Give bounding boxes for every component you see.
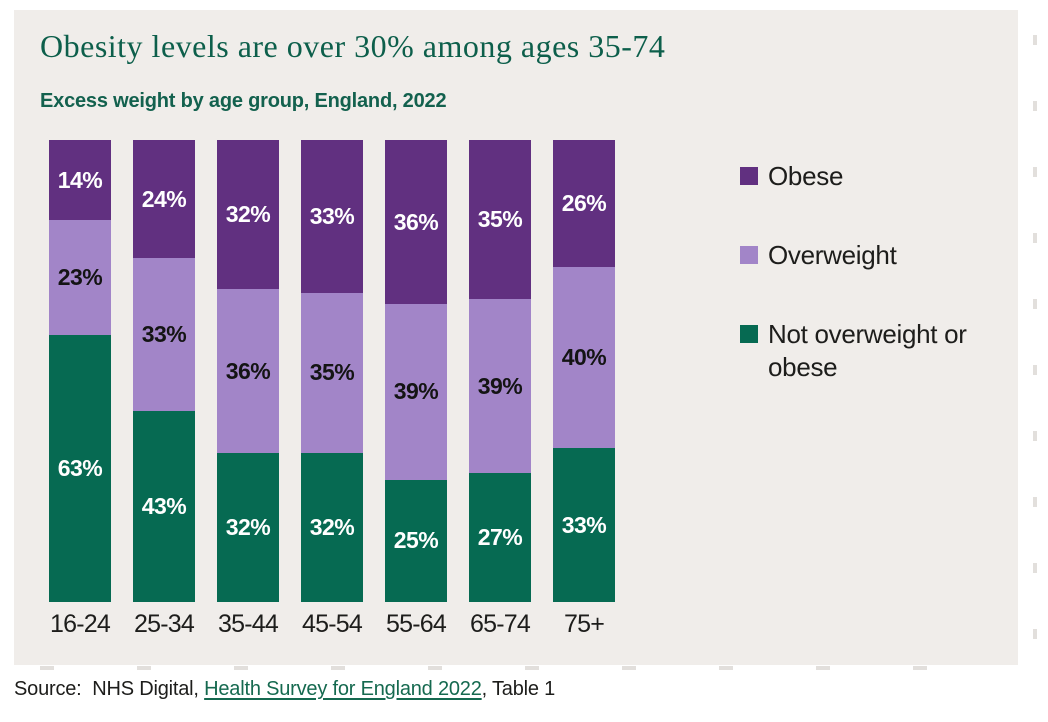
bar-segment-overweight: 39% — [469, 299, 531, 474]
bar-value-label: 24% — [141, 185, 187, 212]
bar-segment-not-overweight-or-obese: 27% — [469, 473, 531, 602]
x-axis-label: 45-54 — [302, 610, 363, 638]
bar-16-24: 14% 23% 63% — [49, 140, 111, 602]
legend-label: Obese — [768, 161, 844, 191]
bar-25-34: 24% 33% 43% — [133, 140, 195, 602]
bar-35-44: 32% 36% 32% — [217, 140, 279, 602]
bar-segment-obese: 35% — [469, 140, 531, 300]
obese-swatch — [740, 167, 758, 185]
bar-segment-not-overweight-or-obese: 25% — [385, 479, 447, 602]
bar-value-label: 33% — [309, 202, 355, 229]
bar-value-label: 36% — [393, 208, 439, 235]
legend: Obese Overweight Not overweight or obese — [740, 160, 1000, 430]
source-suffix: , Table 1 — [481, 678, 556, 700]
bar-value-label: 25% — [393, 527, 439, 554]
chart-panel: Obesity levels are over 30% among ages 3… — [14, 10, 1037, 665]
edge-marks-right — [1033, 35, 1037, 650]
bar-segment-not-overweight-or-obese: 32% — [217, 453, 279, 602]
x-axis-label: 35-44 — [218, 610, 279, 638]
bar-value-label: 35% — [477, 206, 523, 233]
bar-45-54: 33% 35% 32% — [301, 140, 363, 602]
source-link[interactable]: Health Survey for England 2022 — [204, 678, 482, 700]
bar-value-label: 32% — [309, 514, 355, 541]
x-axis-label: 65-74 — [470, 610, 531, 638]
bar-segment-obese: 14% — [49, 140, 111, 221]
x-axis: 16-24 25-34 35-44 45-54 55-64 65-74 75+ — [49, 610, 615, 639]
bar-value-label: 39% — [393, 378, 439, 405]
bar-segment-not-overweight-or-obese: 63% — [49, 334, 111, 602]
bar-segment-obese: 36% — [385, 140, 447, 305]
bar-value-label: 33% — [141, 321, 187, 348]
bar-65-74: 35% 39% 27% — [469, 140, 531, 602]
legend-label: Not overweight or obese — [768, 319, 967, 382]
bar-segment-obese: 33% — [301, 140, 363, 293]
overweight-swatch — [740, 246, 758, 264]
bar-value-label: 35% — [309, 359, 355, 386]
bar-segment-not-overweight-or-obese: 43% — [133, 411, 195, 602]
bar-segment-overweight: 23% — [49, 220, 111, 335]
bar-segment-obese: 32% — [217, 140, 279, 289]
bar-segment-overweight: 40% — [553, 267, 615, 448]
chart-subtitle: Excess weight by age group, England, 202… — [40, 90, 447, 112]
x-axis-label: 16-24 — [50, 610, 111, 638]
x-axis-label: 75+ — [563, 610, 605, 638]
bar-segment-overweight: 39% — [385, 304, 447, 480]
bar-value-label: 32% — [225, 200, 271, 227]
not-overweight-swatch — [740, 325, 758, 343]
bar-value-label: 26% — [561, 190, 607, 217]
bar-segment-overweight: 36% — [217, 288, 279, 454]
chart-title: Obesity levels are over 30% among ages 3… — [40, 28, 666, 64]
legend-item-not-overweight: Not overweight or obese — [740, 318, 1000, 384]
bar-value-label: 63% — [57, 454, 103, 481]
stacked-bar-chart: 14% 23% 63% 24% 33% 43% 32% 36% 32% 33% 35% 32% 36% 3… — [49, 140, 615, 602]
legend-label: Overweight — [768, 240, 897, 270]
bar-75+: 26% 40% 33% — [553, 140, 615, 602]
bar-segment-overweight: 35% — [301, 292, 363, 454]
bar-value-label: 36% — [225, 357, 271, 384]
bar-segment-overweight: 33% — [133, 258, 195, 412]
bar-value-label: 40% — [561, 344, 607, 371]
source-note: Source: NHS Digital, Health Survey for E… — [14, 678, 555, 701]
bar-value-label: 43% — [141, 493, 187, 520]
bar-value-label: 27% — [477, 524, 523, 551]
legend-item-obese: Obese — [740, 160, 1000, 193]
bar-segment-obese: 26% — [553, 140, 615, 268]
bar-value-label: 33% — [561, 511, 607, 538]
x-axis-label: 25-34 — [134, 610, 195, 638]
bar-segment-obese: 24% — [133, 140, 195, 259]
legend-item-overweight: Overweight — [740, 239, 1000, 272]
source-prefix: Source: NHS Digital, — [14, 678, 205, 700]
bar-value-label: 39% — [477, 372, 523, 399]
bar-value-label: 23% — [57, 264, 103, 291]
edge-marks-bottom — [40, 666, 980, 670]
x-axis-label: 55-64 — [386, 610, 447, 638]
bar-segment-not-overweight-or-obese: 32% — [301, 453, 363, 602]
bar-value-label: 14% — [57, 166, 103, 193]
bar-value-label: 32% — [225, 514, 271, 541]
bar-55-64: 36% 39% 25% — [385, 140, 447, 602]
bar-segment-not-overweight-or-obese: 33% — [553, 448, 615, 602]
